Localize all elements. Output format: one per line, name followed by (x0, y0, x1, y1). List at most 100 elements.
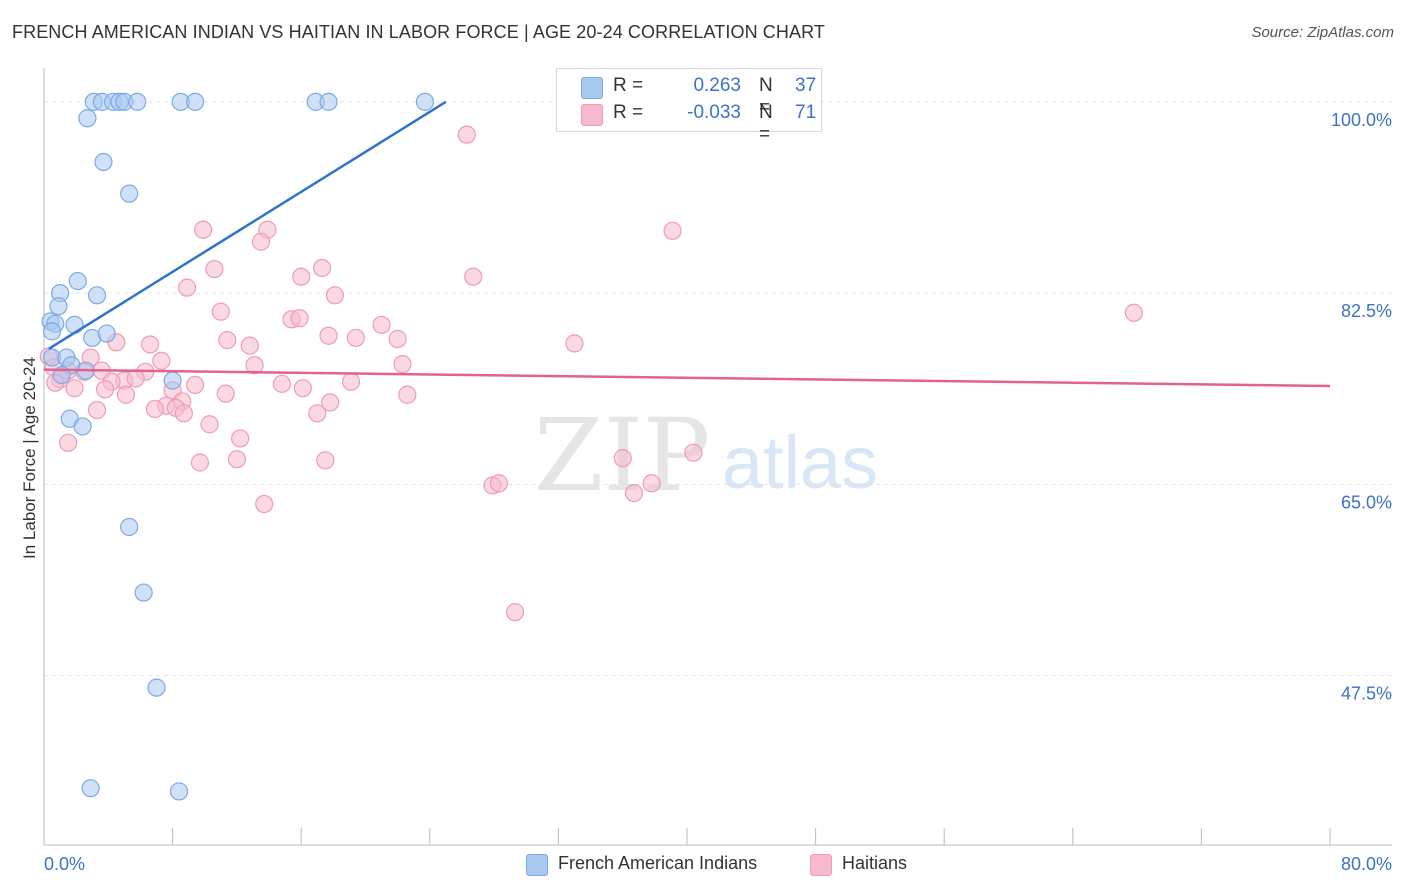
data-point (489, 474, 509, 493)
haitians-points (39, 125, 1143, 622)
data-point (415, 92, 435, 111)
legend-swatch-blue (581, 77, 603, 99)
gridlines (44, 101, 1392, 677)
correlation-legend: R = 0.263 N = 37 R = -0.033 N = 71 (556, 68, 822, 145)
legend-swatch-pink (581, 104, 603, 126)
data-point (346, 328, 365, 348)
data-point (565, 334, 584, 353)
data-point (372, 315, 391, 334)
data-point (245, 356, 264, 375)
data-point (174, 404, 193, 423)
data-point (177, 278, 197, 297)
data-point (1124, 303, 1143, 322)
data-point (186, 375, 205, 395)
data-point (624, 484, 644, 503)
data-point (87, 400, 107, 420)
data-point (218, 331, 237, 350)
legend-swatch-blue (526, 854, 548, 876)
data-point (126, 369, 145, 388)
trend-lines (43, 100, 1331, 388)
data-point (341, 372, 361, 391)
data-point (211, 302, 230, 321)
data-point (59, 433, 78, 452)
data-point (186, 92, 205, 111)
chart-title: FRENCH AMERICAN INDIAN VS HAITIAN IN LAB… (12, 22, 825, 42)
data-point (200, 415, 219, 434)
bottom-legend-label: Haitians (842, 853, 908, 873)
data-point (319, 326, 338, 345)
data-point (231, 429, 250, 448)
legend-n-label: N = (759, 75, 773, 118)
legend-n-label: N = (759, 102, 773, 145)
data-point (255, 494, 274, 514)
data-point (97, 324, 116, 343)
data-point (272, 374, 292, 393)
legend-n-value: 37 (795, 75, 817, 96)
data-point (316, 451, 335, 470)
data-point (163, 371, 182, 390)
data-point (128, 92, 147, 111)
data-point (152, 351, 171, 370)
data-point (292, 267, 311, 286)
y-tick-label: 47.5% (1341, 684, 1392, 704)
data-point (49, 297, 68, 316)
tick-labels: 47.5% 65.0% 82.5% 100.0% 0.0% 80.0% (44, 110, 1392, 874)
data-point (642, 474, 661, 493)
data-point (457, 125, 476, 144)
data-point (388, 329, 407, 349)
legend-r-value: 0.263 (693, 75, 741, 96)
data-point (290, 309, 309, 328)
data-point (393, 355, 412, 374)
legend-r-label: R = (613, 75, 644, 96)
data-point (308, 404, 327, 423)
trend-line (43, 368, 1331, 388)
data-point (312, 258, 332, 278)
y-tick-label: 65.0% (1341, 492, 1392, 512)
legend-r-value: -0.033 (687, 102, 741, 123)
data-point (321, 393, 340, 412)
data-point (95, 380, 115, 399)
data-point (293, 379, 312, 398)
axes (43, 68, 1392, 846)
data-point (81, 779, 100, 798)
data-point (251, 232, 271, 251)
legend-r-label: R = (613, 102, 644, 123)
data-point (73, 417, 92, 436)
data-point (87, 286, 107, 305)
data-point (464, 267, 483, 286)
data-point (216, 384, 235, 403)
data-point (663, 221, 682, 240)
data-point (227, 450, 246, 469)
data-point (205, 259, 224, 279)
x-tick-label: 0.0% (44, 854, 85, 874)
legend-swatch-pink (810, 854, 832, 876)
data-point (190, 453, 210, 472)
legend-n-value: 71 (795, 102, 817, 123)
french-american-indians-points (41, 92, 435, 801)
data-point (684, 443, 703, 462)
data-point (120, 517, 139, 537)
data-point (120, 184, 139, 203)
y-tick-label: 100.0% (1331, 110, 1392, 130)
data-point (68, 271, 87, 291)
source-credit: Source: ZipAtlas.com (1251, 24, 1394, 41)
data-point (78, 109, 97, 128)
data-point (42, 322, 62, 341)
data-point (319, 92, 338, 111)
data-point (505, 603, 525, 622)
y-tick-label: 82.5% (1341, 301, 1392, 321)
data-point (116, 385, 136, 404)
data-point (147, 678, 166, 697)
data-point (169, 782, 189, 801)
data-point (65, 315, 84, 334)
data-point (325, 286, 345, 305)
data-point (240, 336, 259, 355)
bottom-legend-label: French American Indians (558, 853, 758, 873)
data-point (134, 583, 153, 602)
watermark-atlas: atlas (722, 421, 878, 504)
data-point (140, 335, 160, 354)
data-point (145, 399, 165, 419)
data-point (94, 152, 113, 172)
data-point (613, 449, 632, 468)
